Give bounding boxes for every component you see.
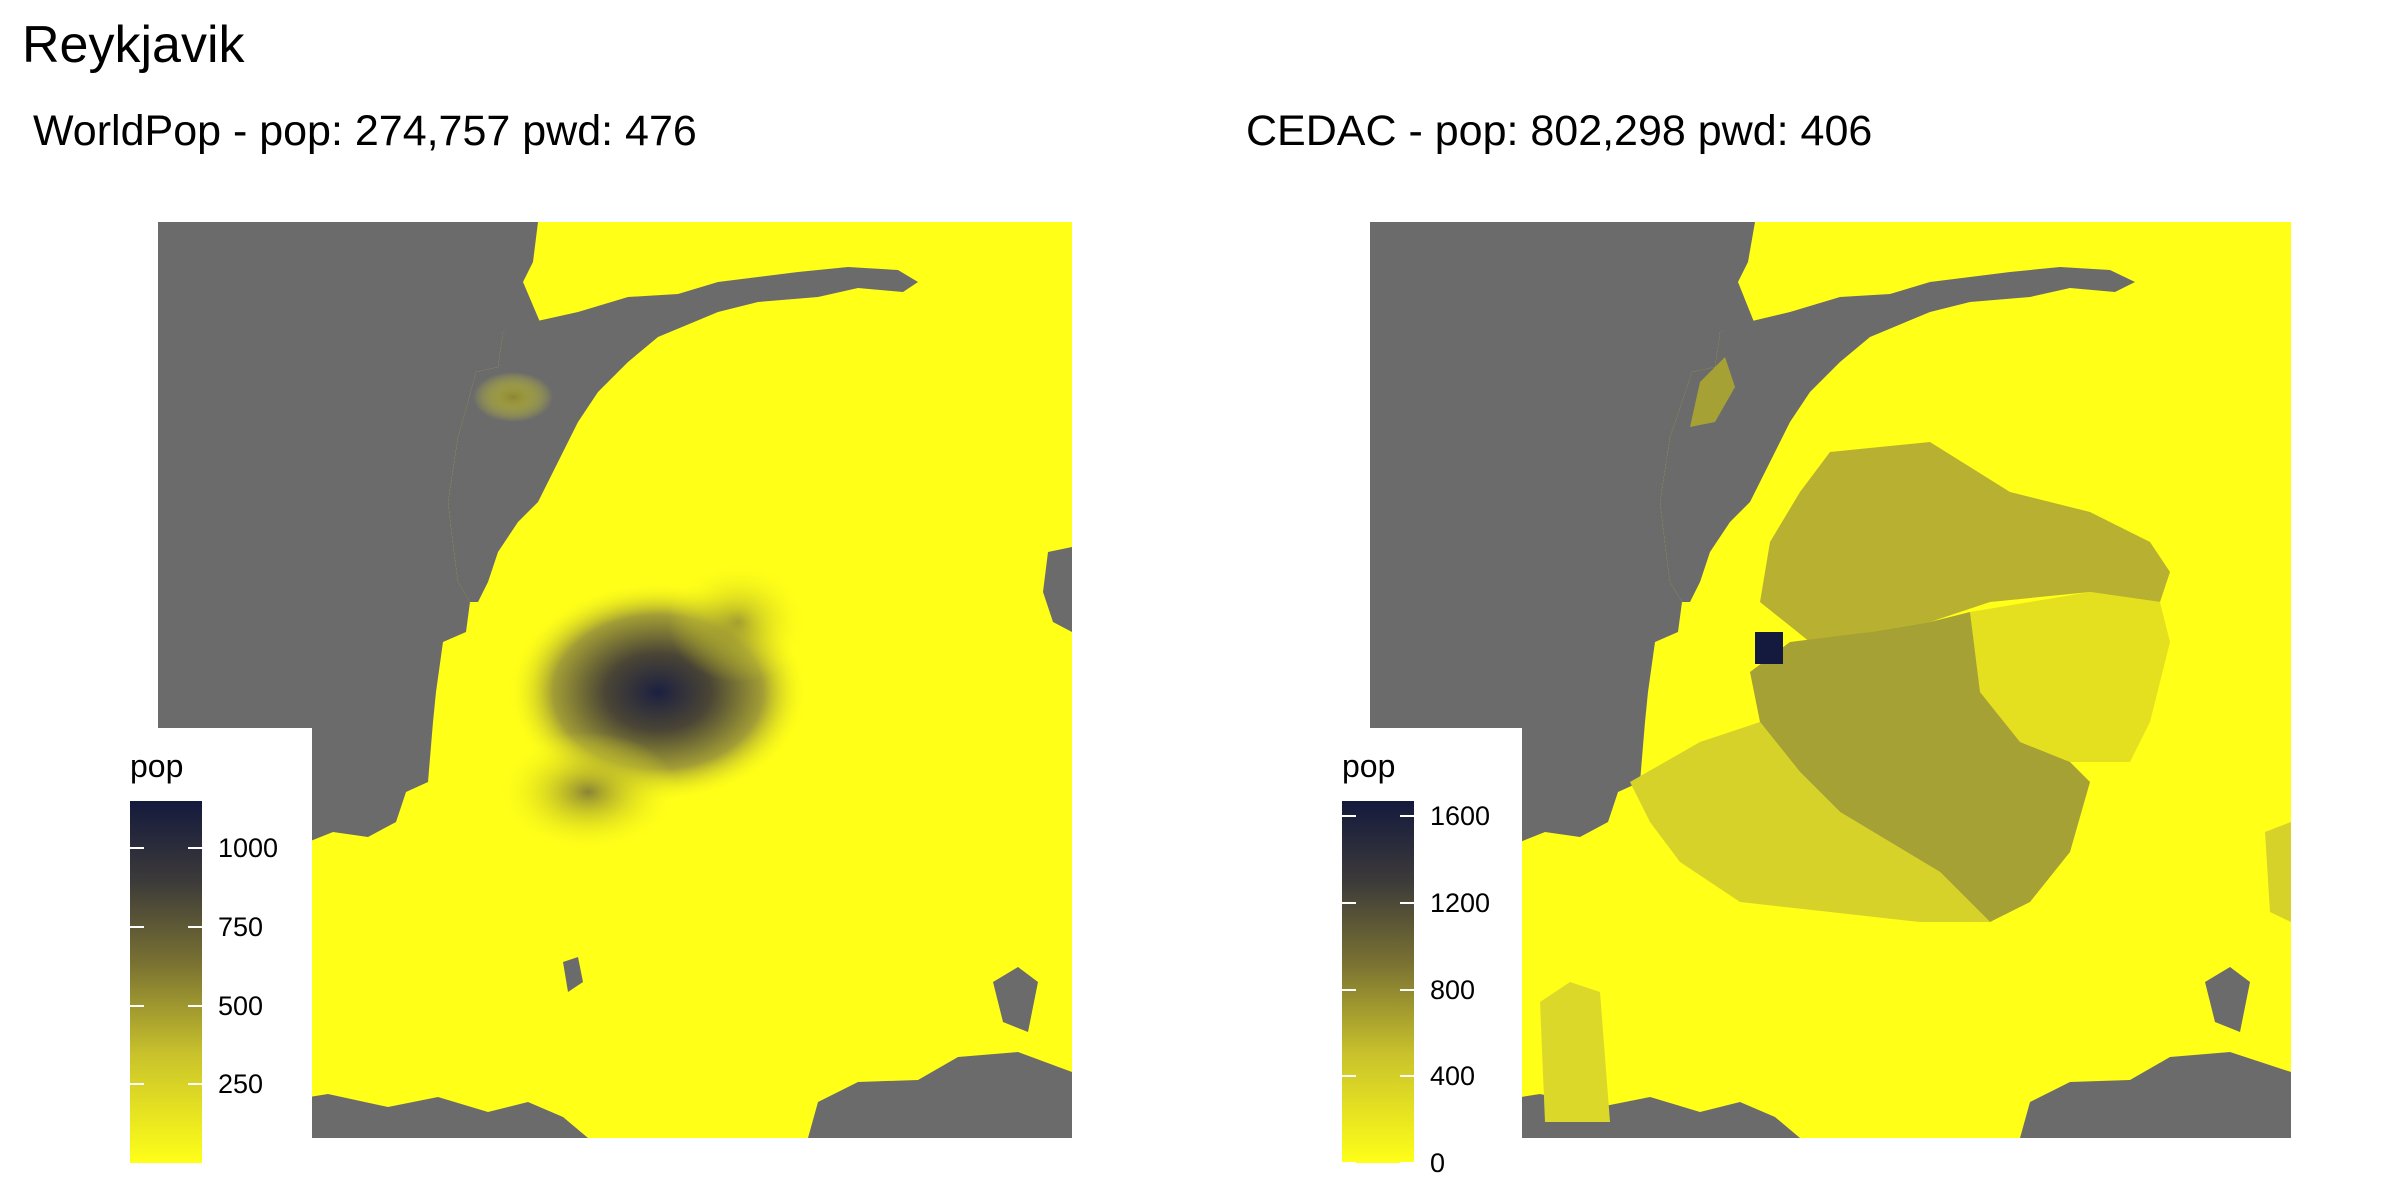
colorbar xyxy=(130,801,202,1163)
no-data-region-north-islet xyxy=(1560,222,1620,242)
colorbar-tick-mark xyxy=(1400,815,1414,818)
no-data-region-lake xyxy=(563,957,583,992)
colorbar-tick-mark xyxy=(1400,1075,1414,1078)
colorbar-tick-mark xyxy=(1400,901,1414,904)
cedac-zone-north xyxy=(1760,442,2170,642)
no-data-region-west xyxy=(1370,222,1755,852)
worldpop-raster xyxy=(158,222,1072,1138)
colorbar-tick-mark xyxy=(130,1083,144,1086)
colorbar-tick-mark xyxy=(130,1004,144,1007)
colorbar-tick-mark xyxy=(1342,988,1356,991)
colorbar-tick-mark xyxy=(188,925,202,928)
colorbar-tick-label: 250 xyxy=(218,1069,264,1100)
no-data-region-bay xyxy=(1660,267,2135,602)
legend-worldpop: pop 250 500 750 1000 xyxy=(118,728,312,1200)
colorbar-tick-label: 1200 xyxy=(1430,887,1491,918)
worldpop-density-south xyxy=(498,732,678,852)
colorbar-tick-label: 400 xyxy=(1430,1061,1476,1092)
legend-title: pop xyxy=(130,748,184,784)
no-data-region-east-patch xyxy=(993,967,1038,1032)
figure-title: Reykjavik xyxy=(22,16,245,74)
colorbar xyxy=(1342,801,1414,1163)
colorbar-tick-mark xyxy=(188,1004,202,1007)
worldpop-density-north-islet xyxy=(473,372,553,422)
cedac-zone-north-islet xyxy=(1690,357,1735,427)
legend-title: pop xyxy=(1342,748,1396,784)
cedac-zone-east-edge xyxy=(2265,822,2291,922)
colorbar-tick-mark xyxy=(1342,1162,1356,1164)
colorbar-tick-label: 1600 xyxy=(1430,801,1491,832)
no-data-region-east-patch xyxy=(2205,967,2250,1032)
panel-title-cedac: CEDAC - pop: 802,298 pwd: 406 xyxy=(1246,107,1873,155)
cedac-zone-south xyxy=(1630,722,1990,922)
worldpop-density-northeast xyxy=(668,562,808,682)
colorbar-tick-mark xyxy=(188,847,202,850)
cedac-raster xyxy=(1370,222,2291,1138)
colorbar-tick-mark xyxy=(188,1083,202,1086)
legend-cedac: pop 0 400 800 1200 1600 xyxy=(1330,728,1522,1200)
colorbar-tick-mark xyxy=(130,925,144,928)
colorbar-tick-label: 0 xyxy=(1430,1148,1446,1178)
no-data-region-southeast xyxy=(2020,1052,2291,1138)
cedac-peak-cell xyxy=(1755,632,1783,664)
colorbar-tick-label: 500 xyxy=(218,990,264,1021)
no-data-region-west xyxy=(158,222,540,852)
cedac-zone-east xyxy=(1970,592,2170,762)
colorbar-tick-mark xyxy=(130,847,144,850)
cedac-zone-center xyxy=(1750,612,2090,922)
colorbar-tick-mark xyxy=(1342,815,1356,818)
no-data-region-north-islet xyxy=(348,222,408,242)
panel-title-worldpop: WorldPop - pop: 274,757 pwd: 476 xyxy=(33,107,697,155)
no-data-region-east-coast xyxy=(1043,547,1072,632)
colorbar-tick-mark xyxy=(1400,1162,1414,1164)
cedac-zone-southwest xyxy=(1540,982,1610,1122)
colorbar-tick-mark xyxy=(1342,901,1356,904)
colorbar-tick-label: 750 xyxy=(218,911,264,942)
colorbar-tick-label: 1000 xyxy=(218,833,279,864)
colorbar-tick-mark xyxy=(1400,988,1414,991)
no-data-region-southeast xyxy=(808,1052,1072,1138)
no-data-region-bay xyxy=(448,267,918,602)
colorbar-tick-label: 800 xyxy=(1430,974,1476,1005)
cedac-map xyxy=(1370,222,2291,1138)
colorbar-tick-mark xyxy=(1342,1075,1356,1078)
